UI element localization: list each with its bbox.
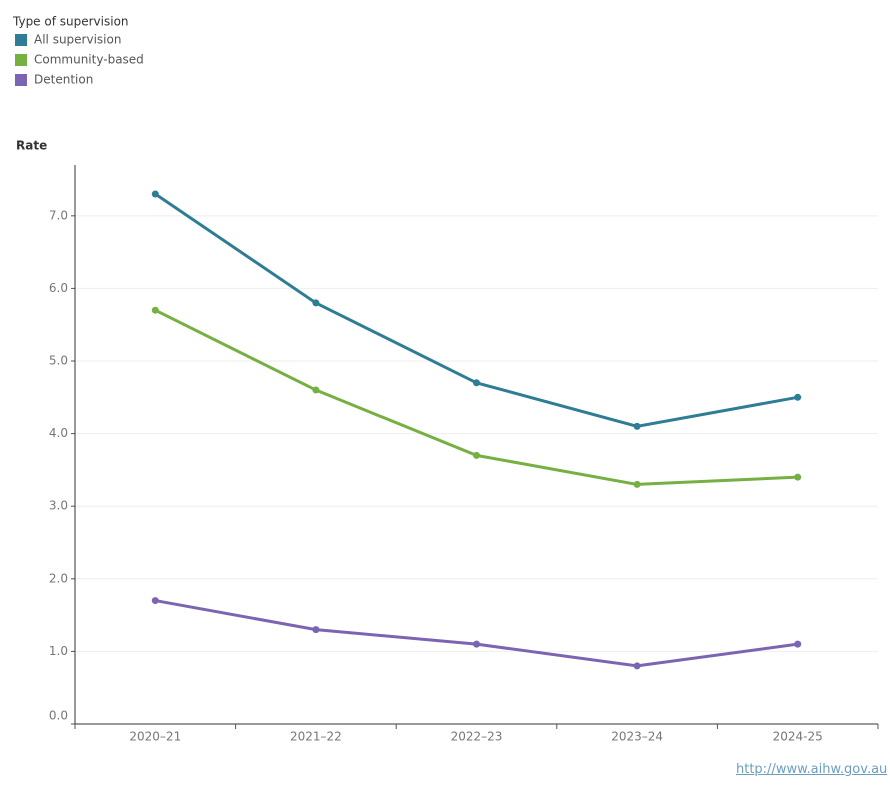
data-point [794,393,802,401]
legend-item: Community-based [34,53,144,67]
y-tick-label: 5.0 [49,354,68,368]
legend-swatch [15,54,27,66]
x-tick-label: 2023–24 [611,730,663,744]
y-tick-label: 7.0 [49,208,68,222]
legend-swatch [15,34,27,46]
data-point [633,422,641,430]
data-point [151,190,159,198]
data-point [473,640,480,648]
x-tick-label: 2024-25 [773,730,823,744]
data-point [633,662,641,670]
legend-swatch [15,74,27,86]
data-point [151,306,159,314]
series-line [154,192,798,428]
data-point [473,379,480,387]
legend-item: Detention [34,73,93,87]
y-axis-label: Rate [16,139,47,153]
y-tick-label: 6.0 [49,281,68,295]
data-point [794,640,802,648]
x-tick-label: 2021–22 [290,730,342,744]
y-tick-label: 1.0 [49,644,68,658]
data-point [151,597,159,605]
data-point [312,626,320,634]
series-line [155,599,798,668]
legend-item: All supervision [34,33,121,47]
x-tick-label: 2022–23 [451,730,503,744]
data-point [473,451,480,459]
x-tick-label: 2020–21 [129,730,181,744]
source-link[interactable]: http://www.aihw.gov.au [736,762,888,777]
y-tick-label: 4.0 [49,426,68,440]
y-tick-label: 2.0 [49,571,68,585]
legend-title: Type of supervision [12,15,129,29]
data-point [312,299,320,307]
data-point [794,473,802,481]
data-point [633,480,641,488]
data-point [312,386,320,394]
y-tick-label: 3.0 [49,499,68,513]
y-tick-label: 0.0 [49,709,68,723]
chart: Type of supervision Rate All supervision… [12,15,879,744]
